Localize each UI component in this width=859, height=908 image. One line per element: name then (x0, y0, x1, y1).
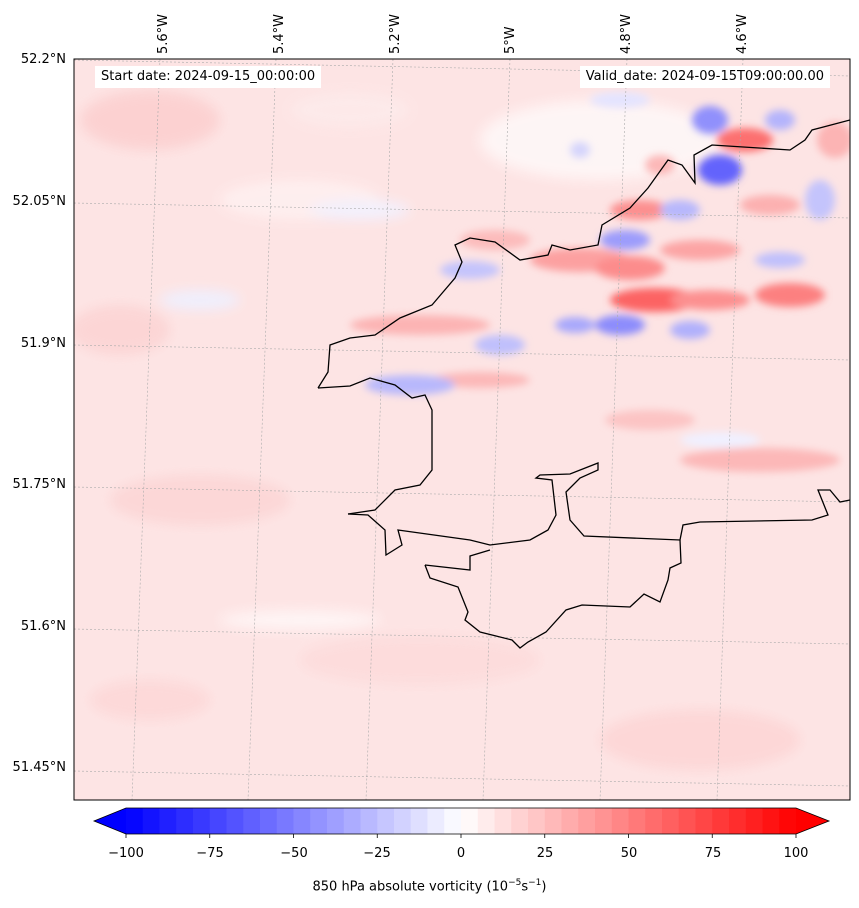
colorbar-cell (762, 808, 780, 834)
colorbar-cell (477, 808, 496, 834)
colorbar-cell (126, 808, 144, 834)
lon-label-5-6w: 5.6°W (156, 13, 171, 54)
colorbar-cell (226, 808, 244, 834)
colorbar-cell (293, 808, 311, 834)
colorbar-cell (494, 808, 512, 834)
lat-label-51-6n: 51.6°N (20, 619, 66, 634)
coastline (317, 119, 850, 649)
colorbar-cell (444, 808, 462, 834)
colorbar-tick: −100 (108, 846, 144, 861)
colorbar-cell (645, 808, 663, 834)
colorbar-cell (343, 808, 362, 834)
colorbar-cell (410, 808, 429, 834)
colorbar-cell (260, 808, 278, 834)
lat-label-51-45n: 51.45°N (12, 760, 66, 775)
colorbar-tick: 50 (620, 846, 638, 861)
graticule (74, 59, 850, 800)
lon-label-4-8w: 4.8°W (619, 13, 634, 54)
colorbar-cell (544, 808, 563, 834)
colorbar-cell (729, 808, 747, 834)
colorbar-cell (662, 808, 680, 834)
lon-label-5-2w: 5.2°W (388, 13, 403, 54)
colorbar-cell (243, 808, 261, 834)
colorbar-cell (427, 808, 445, 834)
lat-label-52-05n: 52.05°N (12, 194, 66, 209)
colorbar-cell (310, 808, 328, 834)
colorbar-cell (595, 808, 613, 834)
colorbar-tick: 100 (783, 846, 809, 861)
colorbar-cell (276, 808, 295, 834)
colorbar-cell (779, 808, 797, 834)
colorbar-cell (745, 808, 764, 834)
colorbar-tick: −75 (196, 846, 224, 861)
start-date-label: Start date: 2024-09-15_00:00:00 (95, 66, 322, 88)
colorbar-cell (394, 808, 412, 834)
colorbar-cell (628, 808, 646, 834)
colorbar-cell (611, 808, 630, 834)
colorbar-tick: 0 (456, 846, 466, 861)
valid-date-label: Valid_date: 2024-09-15T09:00:00.00 (579, 66, 830, 88)
lat-label-51-75n: 51.75°N (12, 477, 66, 492)
colorbar-cell (360, 808, 378, 834)
colorbar-cell (678, 808, 697, 834)
colorbar-low-extend (94, 808, 126, 834)
map-frame (73, 58, 851, 801)
colorbar-tick: −50 (280, 846, 308, 861)
map-field (74, 59, 850, 800)
colorbar-cell (511, 808, 529, 834)
colorbar-cell (159, 808, 177, 834)
lat-label-51-9n: 51.9°N (20, 336, 66, 351)
colorbar-cell (176, 808, 194, 834)
colorbar-cell (377, 808, 395, 834)
lat-label-52-2n: 52.2°N (20, 52, 66, 67)
colorbar-cell (695, 808, 713, 834)
colorbar-cell (578, 808, 596, 834)
colorbar-cell (193, 808, 211, 834)
colorbar-cell (327, 808, 345, 834)
colorbar-tick: 75 (704, 846, 722, 861)
colorbar-cell (461, 808, 479, 834)
colorbar-cell (142, 808, 161, 834)
lon-label-5-4w: 5.4°W (272, 13, 287, 54)
colorbar-cell (561, 808, 579, 834)
colorbar (92, 807, 831, 838)
colorbar-cell (209, 808, 228, 834)
colorbar-tick: −25 (363, 846, 391, 861)
lon-label-4-6w: 4.6°W (735, 13, 750, 54)
colorbar-cell (528, 808, 546, 834)
colorbar-high-extend (796, 808, 829, 834)
colorbar-label: 850 hPa absolute vorticity (10−5s−1) (312, 878, 547, 895)
colorbar-tick: 25 (536, 846, 554, 861)
colorbar-cell (712, 808, 730, 834)
lon-label-5w: 5°W (503, 26, 518, 54)
